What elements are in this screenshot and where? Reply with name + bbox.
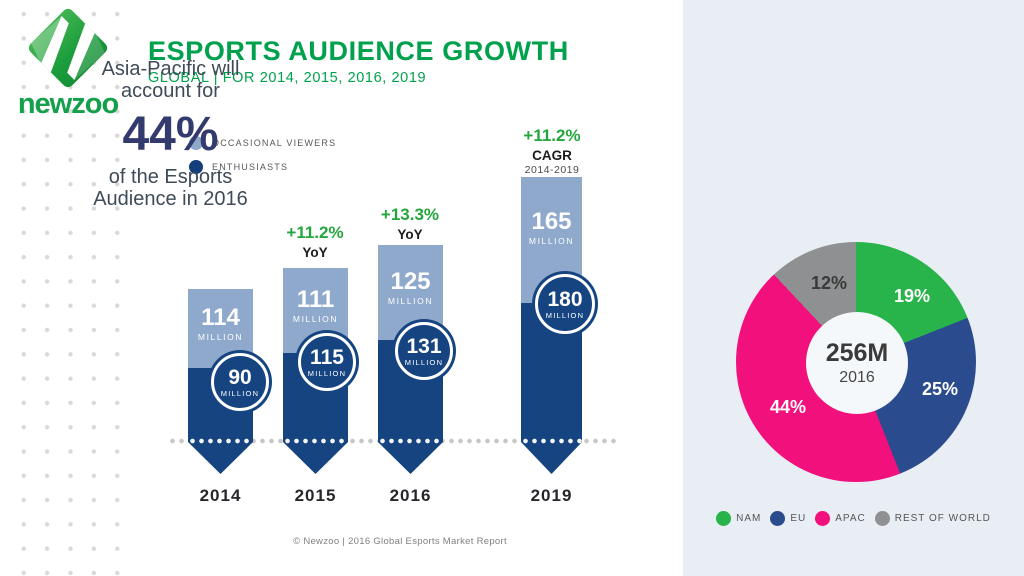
panel-headline-line3: of the Esports xyxy=(108,166,233,188)
newzoo-logo: newzoo xyxy=(12,6,124,119)
bubble-2019-value: 180 xyxy=(547,287,583,311)
panel-headline-line4: Audience in 2016 xyxy=(93,188,248,210)
bar-2016-baseline-overlay xyxy=(378,437,443,445)
year-label-2019: 2019 xyxy=(530,486,573,505)
newzoo-wordmark: newzoo xyxy=(17,88,119,120)
year-label-2015: 2015 xyxy=(294,486,337,505)
bubble-2014-value: 90 xyxy=(228,365,252,389)
donut-legend-item-apac: APAC xyxy=(815,511,866,526)
donut-legend-item-nam: NAM xyxy=(716,511,761,526)
bar-2014-baseline-overlay xyxy=(188,437,253,445)
panel-headline: Asia-Pacific will account for 44% of the… xyxy=(0,58,341,210)
eu-label: EU xyxy=(790,513,807,524)
growth-pct-2019: +11.2% xyxy=(523,126,581,145)
donut-label-row: 12% xyxy=(810,273,848,293)
bar-2015-occasional-unit: MILLION xyxy=(292,313,339,324)
occasional-viewers-swatch-icon xyxy=(189,135,203,150)
donut-legend-item-row: REST OF WORLD xyxy=(874,511,991,526)
growth-annotation-2019: +11.2% CAGR 2014-2019 xyxy=(502,126,602,176)
bar-2014-occasional-unit: MILLION xyxy=(197,331,244,342)
newzoo-logo-icon xyxy=(28,8,108,88)
bubble-2019-enthusiasts: 180 MILLION xyxy=(535,274,595,334)
header: ESPORTS AUDIENCE GROWTH GLOBAL | FOR 201… xyxy=(148,36,569,86)
growth-basis-2016: YoY xyxy=(397,227,423,242)
donut-center-year: 2016 xyxy=(839,368,875,386)
donut-label-nam: 19% xyxy=(893,286,931,306)
growth-pct-2016: +13.3% xyxy=(380,205,440,224)
page-subtitle: GLOBAL | FOR 2014, 2015, 2016, 2019 xyxy=(148,70,427,86)
page-title: ESPORTS AUDIENCE GROWTH xyxy=(148,36,569,66)
growth-annotation-2016: +13.3% YoY xyxy=(360,205,460,243)
legend-label-enthusiasts: ENTHUSIASTS xyxy=(212,161,289,172)
eu-swatch-icon xyxy=(770,511,786,526)
donut-legend: NAM EU APAC REST OF WORLD xyxy=(683,511,1024,526)
growth-basis-2015: YoY xyxy=(302,245,328,260)
legend-item-enthusiasts: ENTHUSIASTS xyxy=(189,159,336,174)
bubble-2016-value: 131 xyxy=(406,334,442,358)
panel-headline-percent: 44% xyxy=(122,108,219,161)
rest-of-world-swatch-icon xyxy=(874,511,890,526)
source-credit: © Newzoo | 2016 Global Esports Market Re… xyxy=(293,536,507,547)
panel-headline-line1: Asia-Pacific will xyxy=(101,58,240,80)
nam-label: NAM xyxy=(736,513,762,524)
legend-label-occasional: OCCASIONAL VIEWERS xyxy=(212,137,337,148)
year-label-2014: 2014 xyxy=(199,486,242,505)
apac-label: APAC xyxy=(835,513,866,524)
donut-legend-item-eu: EU xyxy=(770,511,806,526)
bar-2015-occasional-value: 111 xyxy=(296,285,335,313)
bar-2019-baseline-overlay xyxy=(521,437,582,445)
donut-label-eu: 25% xyxy=(921,379,959,399)
apac-swatch-icon xyxy=(815,511,831,526)
rest-of-world-label: REST OF WORLD xyxy=(894,513,991,524)
bar-2015-baseline-overlay xyxy=(283,437,348,445)
bubble-2014-unit: MILLION xyxy=(220,388,260,398)
enthusiasts-swatch-icon xyxy=(189,159,203,174)
bar-chart-legend: OCCASIONAL VIEWERS ENTHUSIASTS xyxy=(189,135,336,183)
bar-2016: 125 MILLION xyxy=(378,245,443,474)
growth-range-2019: 2014-2019 xyxy=(524,164,580,176)
growth-basis-2019: CAGR xyxy=(532,148,572,163)
growth-annotation-2015: +11.2% YoY xyxy=(265,223,365,261)
nam-swatch-icon xyxy=(716,511,732,526)
bubble-2015-value: 115 xyxy=(310,345,344,369)
bubble-2014-enthusiasts: 90 MILLION xyxy=(211,353,269,411)
donut-label-apac: 44% xyxy=(769,397,807,417)
bar-2014-occasional-value: 114 xyxy=(201,303,240,331)
bubble-2019-unit: MILLION xyxy=(545,310,585,320)
bubble-2015-unit: MILLION xyxy=(307,368,347,378)
bar-2019-occasional-unit: MILLION xyxy=(528,236,575,246)
legend-item-occasional: OCCASIONAL VIEWERS xyxy=(189,135,336,150)
bubble-2016-enthusiasts: 131 MILLION xyxy=(395,322,453,380)
bar-2019-occasional-value: 165 xyxy=(531,208,572,235)
panel-headline-line2: account for xyxy=(121,80,220,102)
bar-2016-occasional-value: 125 xyxy=(390,267,431,295)
bubble-2016-unit: MILLION xyxy=(404,357,444,367)
donut-center: 256M 2016 xyxy=(806,312,908,414)
growth-pct-2015: +11.2% xyxy=(286,223,344,242)
background-dot-pattern xyxy=(6,0,122,576)
bar-2016-occasional-unit: MILLION xyxy=(387,295,434,306)
year-label-2016: 2016 xyxy=(389,486,432,505)
bubble-2015-enthusiasts: 115 MILLION xyxy=(298,333,356,391)
donut-center-value: 256M xyxy=(825,338,889,367)
